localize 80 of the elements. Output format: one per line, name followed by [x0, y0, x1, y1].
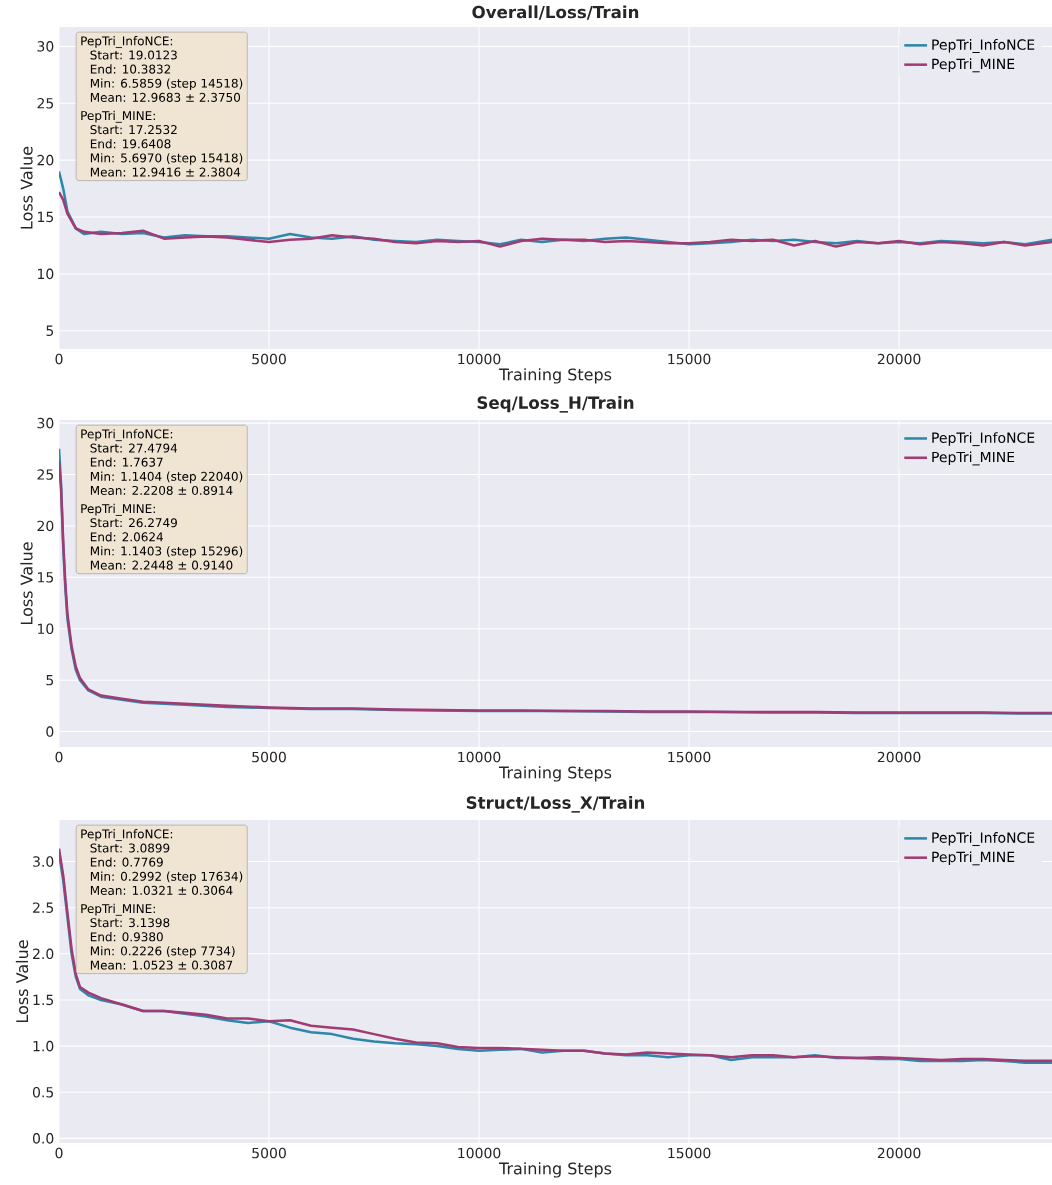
x-tick-label: 20000	[877, 751, 921, 763]
annotation: PepTri_InfoNCE:	[81, 429, 173, 442]
y-tick-label: 20	[37, 154, 54, 166]
x-tick-label: 15000	[668, 1147, 711, 1159]
y-tick-label: 0.5	[32, 1086, 54, 1098]
x-tick-label: 10000	[458, 353, 501, 365]
legend-label: PepTri_MINE	[932, 58, 1015, 73]
annotation: Mean: 12.9683 ± 2.3750	[90, 92, 241, 102]
annotation: End: 2.0624	[90, 532, 163, 542]
legend-label: PepTri_InfoNCE	[932, 832, 1035, 847]
y-tick-label: 2.5	[33, 902, 54, 913]
y-tick-label: 0	[46, 726, 54, 737]
annotation: Mean: 2.2208 ± 0.8914	[90, 485, 233, 495]
y-axis-title: Loss Value	[15, 940, 29, 1022]
x-tick-label: 5000	[252, 1147, 286, 1159]
annotation: Min: 0.2992 (step 17634)	[90, 871, 243, 884]
y-tick-label: 25	[37, 469, 54, 480]
x-axis-title: Training Steps	[498, 766, 612, 782]
y-tick-label: 10	[38, 268, 54, 280]
annotation: Min: 0.2226 (step 7734)	[90, 946, 235, 958]
annotation: Mean: 2.2448 ± 0.9140	[90, 560, 233, 570]
annotation: Start: 27.4794	[90, 443, 178, 453]
x-tick-label: 0	[55, 1147, 63, 1159]
x-tick-label: 0	[55, 751, 63, 763]
annotation: Start: 3.0899	[90, 843, 170, 853]
y-tick-label: 0.0	[32, 1133, 54, 1144]
y-tick-label: 5	[46, 325, 54, 336]
x-tick-label: 15000	[668, 751, 711, 763]
y-tick-label: 30	[37, 417, 54, 429]
x-axis-title: Training Steps	[498, 1162, 612, 1178]
y-tick-label: 15	[38, 211, 54, 223]
x-tick-label: 0	[55, 353, 63, 365]
x-tick-label: 15000	[668, 353, 711, 365]
x-tick-label: 5000	[252, 353, 286, 365]
y-tick-label: 20	[37, 520, 54, 532]
annotation: Min: 5.6970 (step 15418)	[90, 153, 243, 165]
chart-title: Overall/Loss/Train	[472, 5, 639, 20]
chart-title: Struct/Loss_X/Train	[466, 796, 645, 813]
annotation: Mean: 1.0321 ± 0.3064	[90, 885, 233, 895]
legend-label: PepTri_MINE	[932, 851, 1015, 866]
annotation: End: 1.7637	[90, 457, 163, 467]
x-tick-label: 20000	[877, 1147, 921, 1159]
y-tick-label: 2.0	[33, 948, 54, 960]
annotation: End: 0.9380	[90, 932, 163, 942]
legend-label: PepTri_MINE	[932, 451, 1015, 466]
annotation: PepTri_InfoNCE:	[81, 829, 173, 842]
annotation: End: 19.6408	[90, 139, 171, 149]
annotation: Start: 19.0123	[90, 50, 177, 60]
x-tick-label: 20000	[877, 353, 921, 365]
y-axis-title: Loss Value	[20, 542, 33, 624]
annotation: Start: 26.2749	[90, 518, 177, 528]
y-tick-label: 15	[38, 572, 54, 583]
x-tick-label: 10000	[458, 1147, 501, 1159]
x-tick-label: 5000	[252, 751, 286, 763]
annotation: Mean: 12.9416 ± 2.3804	[90, 167, 241, 177]
annotation: PepTri_MINE:	[81, 903, 155, 916]
y-tick-label: 1.0	[33, 1040, 54, 1052]
annotation: Start: 3.1398	[90, 918, 170, 928]
y-tick-label: 25	[37, 97, 54, 109]
annotation: PepTri_MINE:	[81, 503, 155, 516]
annotation: End: 10.3832	[90, 64, 171, 74]
y-tick-label: 30	[37, 41, 54, 52]
annotation: Mean: 1.0523 ± 0.3087	[90, 960, 233, 970]
y-axis-title: Loss Value	[20, 146, 33, 229]
legend-label: PepTri_InfoNCE	[932, 39, 1035, 53]
y-tick-label: 1.5	[33, 994, 54, 1006]
x-tick-label: 10000	[458, 751, 501, 763]
annotation: Min: 6.5859 (step 14518)	[90, 78, 243, 91]
annotation: PepTri_InfoNCE:	[81, 36, 173, 49]
legend-label: PepTri_InfoNCE	[932, 432, 1035, 447]
annotation: End: 0.7769	[90, 857, 163, 867]
annotation: Start: 17.2532	[90, 125, 177, 135]
chart-title: Seq/Loss_H/Train	[477, 396, 634, 413]
annotation: Min: 1.1404 (step 22040)	[90, 471, 243, 484]
annotation: PepTri_MINE:	[81, 110, 155, 123]
annotation: Min: 1.1403 (step 15296)	[90, 546, 243, 558]
y-tick-label: 5	[46, 674, 54, 686]
y-tick-label: 10	[38, 623, 54, 635]
x-axis-title: Training Steps	[498, 368, 612, 384]
y-tick-label: 3.0	[33, 856, 54, 867]
